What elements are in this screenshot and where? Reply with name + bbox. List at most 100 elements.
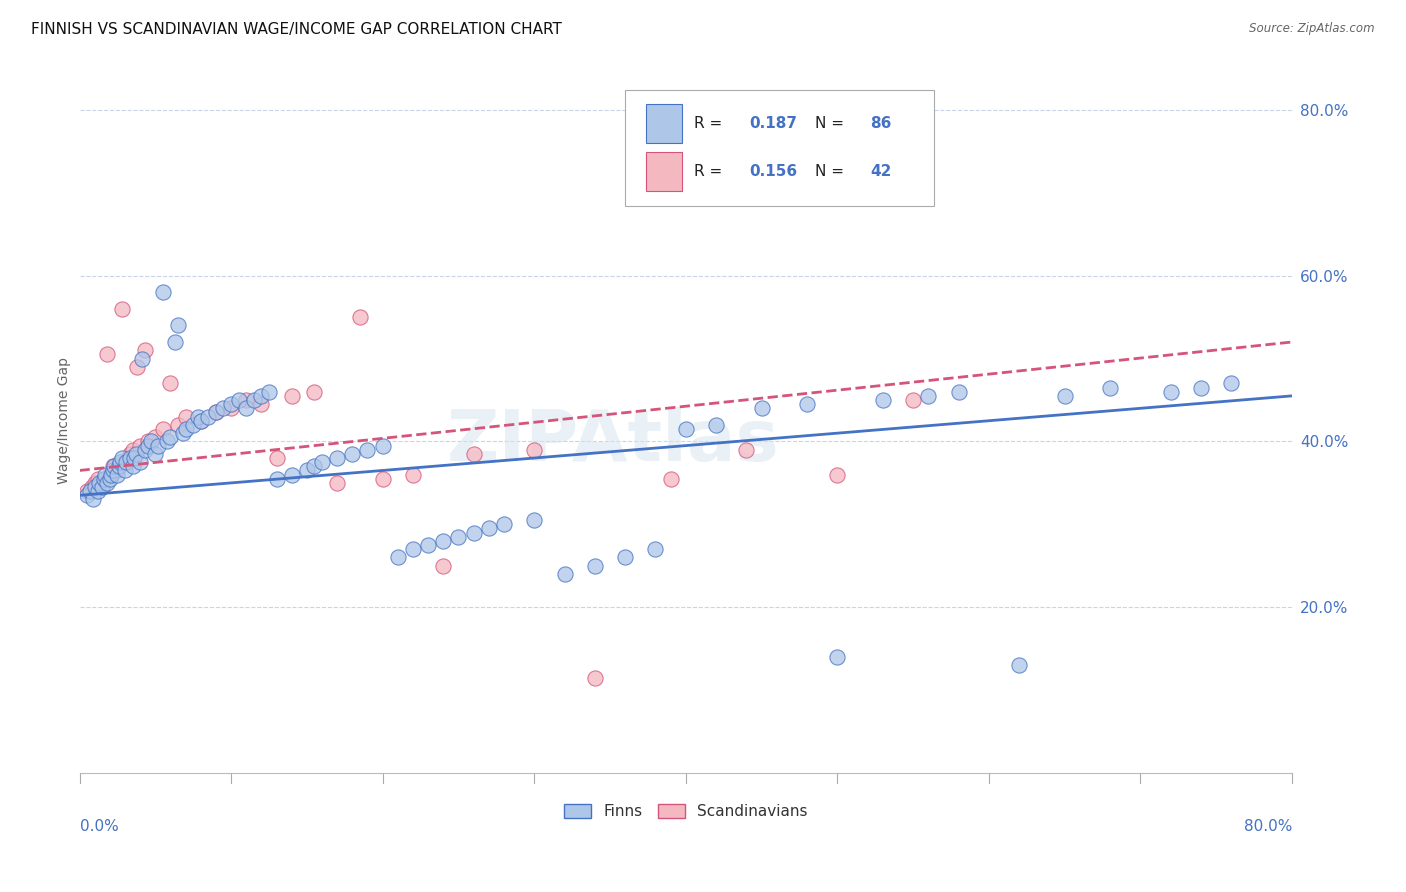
Y-axis label: Wage/Income Gap: Wage/Income Gap bbox=[58, 357, 72, 484]
Point bbox=[148, 439, 170, 453]
Point bbox=[432, 533, 454, 548]
Point bbox=[675, 422, 697, 436]
Point bbox=[432, 558, 454, 573]
Point bbox=[118, 447, 141, 461]
Point bbox=[644, 542, 666, 557]
Point bbox=[402, 467, 425, 482]
Point bbox=[243, 392, 266, 407]
Point bbox=[463, 525, 485, 540]
Point bbox=[266, 450, 288, 465]
Point bbox=[107, 467, 129, 482]
Point bbox=[228, 392, 250, 407]
Point bbox=[205, 405, 228, 419]
Point bbox=[152, 422, 174, 436]
Text: 42: 42 bbox=[870, 164, 891, 179]
Point bbox=[181, 417, 204, 432]
Point bbox=[447, 530, 470, 544]
Point bbox=[304, 384, 326, 399]
Point bbox=[187, 409, 209, 424]
Point bbox=[295, 463, 318, 477]
Text: R =: R = bbox=[695, 116, 727, 131]
FancyBboxPatch shape bbox=[645, 104, 682, 143]
Point bbox=[704, 417, 727, 432]
Point bbox=[94, 467, 117, 482]
Point bbox=[827, 649, 849, 664]
Point bbox=[387, 550, 409, 565]
Point bbox=[735, 442, 758, 457]
Point bbox=[402, 542, 425, 557]
Point bbox=[124, 447, 146, 461]
Point bbox=[523, 442, 546, 457]
Point bbox=[80, 480, 103, 494]
Point bbox=[131, 351, 153, 366]
Point bbox=[1099, 381, 1122, 395]
Point bbox=[96, 347, 118, 361]
Point bbox=[280, 389, 302, 403]
Point bbox=[266, 472, 288, 486]
Point bbox=[257, 384, 280, 399]
Point bbox=[326, 450, 349, 465]
Text: FINNISH VS SCANDINAVIAN WAGE/INCOME GAP CORRELATION CHART: FINNISH VS SCANDINAVIAN WAGE/INCOME GAP … bbox=[31, 22, 562, 37]
Point bbox=[250, 397, 273, 411]
Point bbox=[110, 455, 132, 469]
Text: ZIPAtlas: ZIPAtlas bbox=[447, 408, 779, 476]
Point bbox=[174, 422, 197, 436]
Point bbox=[114, 455, 136, 469]
Point bbox=[948, 384, 970, 399]
Point bbox=[91, 480, 114, 494]
Point bbox=[174, 409, 197, 424]
Point bbox=[190, 414, 212, 428]
Point bbox=[416, 538, 439, 552]
Point bbox=[107, 463, 129, 477]
Point bbox=[152, 285, 174, 300]
Point bbox=[127, 359, 149, 374]
Text: N =: N = bbox=[815, 164, 849, 179]
Point bbox=[304, 459, 326, 474]
Point bbox=[136, 439, 159, 453]
Point bbox=[98, 472, 121, 486]
Point bbox=[129, 439, 152, 453]
Point bbox=[156, 434, 179, 449]
Point bbox=[463, 447, 485, 461]
Point bbox=[280, 467, 302, 482]
Text: 86: 86 bbox=[870, 116, 891, 131]
Point bbox=[190, 414, 212, 428]
Point bbox=[121, 459, 143, 474]
Text: 0.187: 0.187 bbox=[749, 116, 797, 131]
Point bbox=[163, 334, 186, 349]
Text: 80.0%: 80.0% bbox=[1244, 819, 1292, 833]
Point bbox=[1160, 384, 1182, 399]
Point bbox=[79, 484, 101, 499]
Point bbox=[86, 472, 108, 486]
Point bbox=[1008, 658, 1031, 673]
Text: N =: N = bbox=[815, 116, 849, 131]
Point bbox=[100, 467, 122, 482]
Point bbox=[553, 567, 575, 582]
Point bbox=[167, 318, 190, 333]
Point bbox=[371, 439, 394, 453]
Point bbox=[205, 405, 228, 419]
Point bbox=[827, 467, 849, 482]
Point bbox=[1220, 376, 1243, 391]
Point bbox=[235, 401, 257, 416]
Point bbox=[83, 475, 105, 490]
Point bbox=[101, 463, 124, 477]
Point bbox=[492, 517, 515, 532]
Point bbox=[86, 484, 108, 499]
Legend: Finns, Scandinavians: Finns, Scandinavians bbox=[557, 798, 814, 825]
Point bbox=[311, 455, 333, 469]
Point bbox=[115, 455, 138, 469]
Point bbox=[326, 475, 349, 490]
Point bbox=[139, 434, 162, 449]
Text: 0.0%: 0.0% bbox=[80, 819, 118, 833]
Point bbox=[212, 401, 235, 416]
Point bbox=[197, 409, 219, 424]
Point bbox=[118, 450, 141, 465]
Point bbox=[136, 434, 159, 449]
Point bbox=[76, 484, 98, 499]
Point bbox=[583, 558, 606, 573]
Point bbox=[356, 442, 378, 457]
Point bbox=[1053, 389, 1076, 403]
FancyBboxPatch shape bbox=[626, 90, 935, 206]
Point bbox=[103, 459, 125, 474]
